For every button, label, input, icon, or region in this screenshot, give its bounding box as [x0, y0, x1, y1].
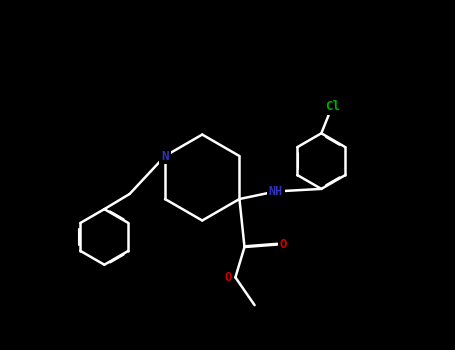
Text: N: N	[161, 149, 169, 162]
Text: NH: NH	[269, 185, 283, 198]
Text: O: O	[280, 238, 287, 251]
Text: O: O	[224, 271, 232, 284]
Text: Cl: Cl	[325, 100, 340, 113]
